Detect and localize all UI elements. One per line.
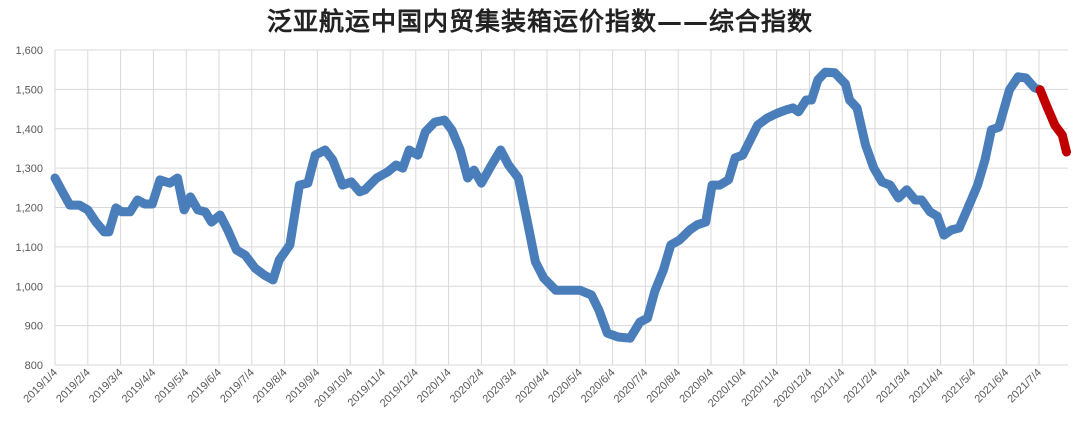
x-tick-label: 2019/6/4 (185, 367, 224, 406)
y-tick-label: 1,600 (15, 45, 43, 57)
x-tick-label: 2020/3/4 (481, 367, 520, 406)
index-line-highlight (1035, 85, 1071, 157)
x-tick-label: 2019/3/4 (87, 367, 126, 406)
x-tick-label: 2020/2/4 (448, 367, 487, 406)
y-tick-label: 1,200 (15, 203, 43, 215)
x-tick-label: 2019/5/4 (153, 367, 192, 406)
x-tick-label: 2020/1/4 (415, 367, 454, 406)
x-tick-label: 2019/1/4 (21, 367, 60, 406)
x-tick-label: 2020/5/4 (546, 367, 585, 406)
x-tick-label: 2021/2/4 (841, 367, 880, 406)
x-tick-label: 2020/8/4 (645, 367, 684, 406)
y-tick-label: 1,400 (15, 124, 43, 136)
x-tick-label: 2019/8/4 (251, 367, 290, 406)
y-tick-label: 1,100 (15, 242, 43, 254)
index-line (50, 67, 1045, 343)
x-tick-label: 2021/6/4 (973, 367, 1012, 406)
x-tick-label: 2020/4/4 (513, 367, 552, 406)
chart-title: 泛亚航运中国内贸集装箱运价指数——综合指数 (266, 7, 813, 36)
x-tick-label: 2021/5/4 (940, 367, 979, 406)
x-tick-label: 2020/6/4 (579, 367, 618, 406)
y-tick-label: 800 (25, 360, 43, 372)
x-tick-label: 2020/7/4 (612, 367, 651, 406)
y-tick-label: 1,500 (15, 84, 43, 96)
y-tick-label: 1,300 (15, 163, 43, 175)
y-tick-label: 900 (25, 321, 43, 333)
y-tick-label: 1,000 (15, 281, 43, 293)
x-tick-label: 2021/3/4 (874, 367, 913, 406)
x-tick-label: 2021/1/4 (809, 367, 848, 406)
x-tick-label: 2019/7/4 (218, 367, 257, 406)
x-tick-label: 2019/2/4 (54, 367, 93, 406)
x-tick-label: 2021/7/4 (1005, 367, 1044, 406)
x-tick-label: 2019/4/4 (120, 367, 159, 406)
x-tick-label: 2021/4/4 (907, 367, 946, 406)
